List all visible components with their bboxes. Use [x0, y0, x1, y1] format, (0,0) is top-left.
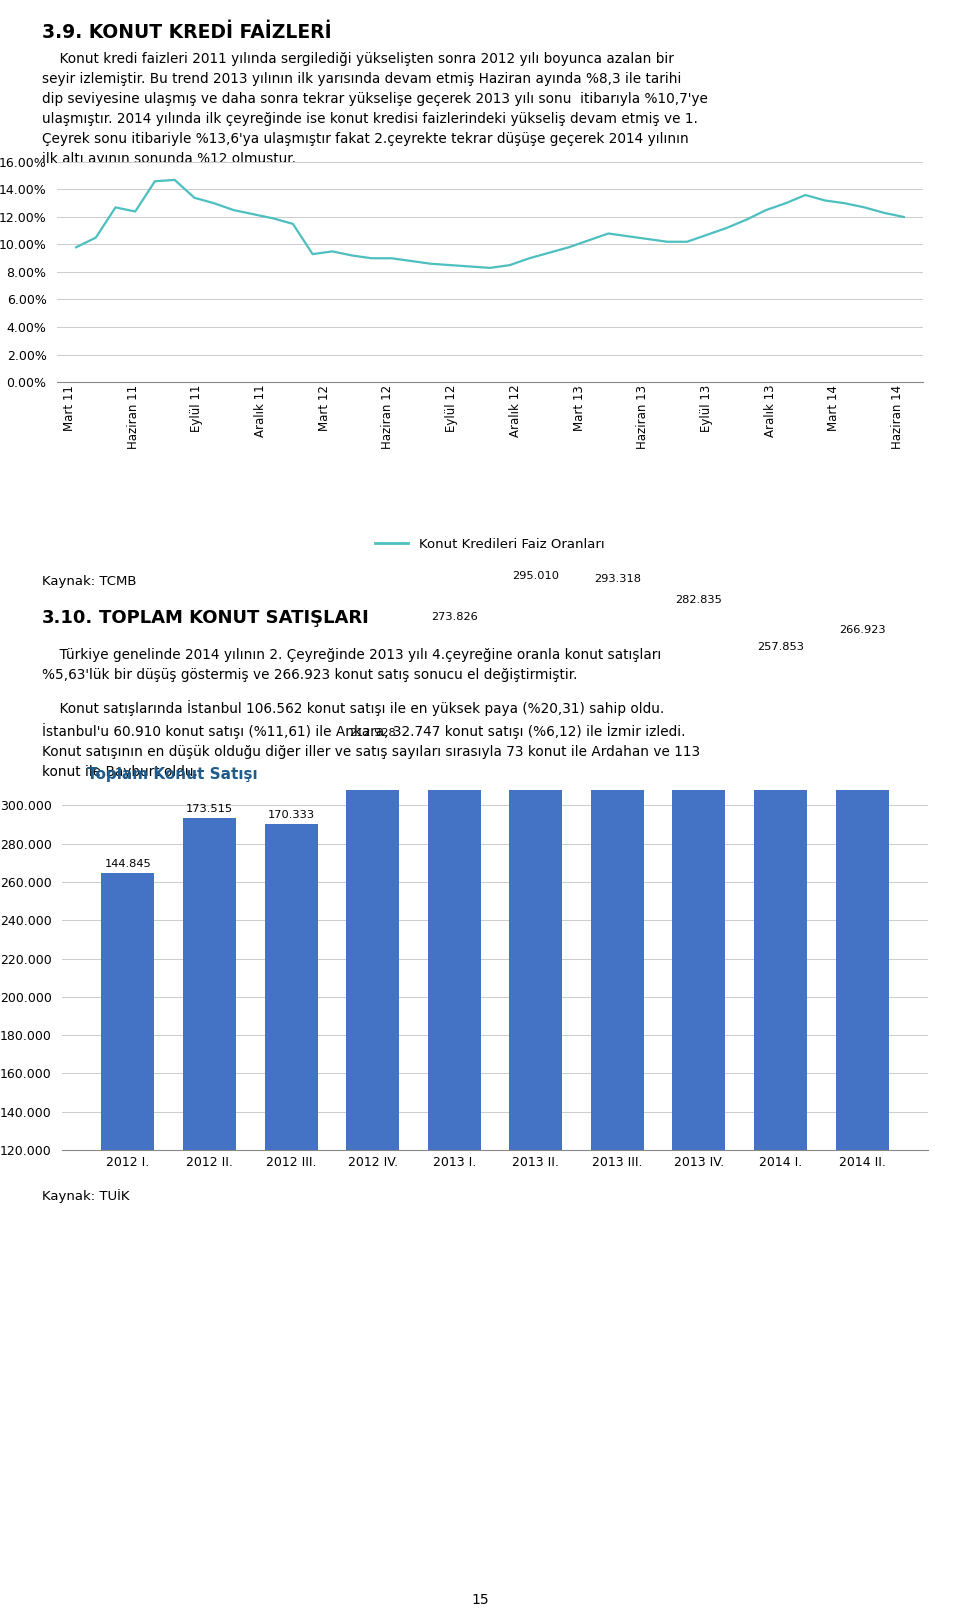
Text: Konut kredi faizleri 2011 yılında sergilediği yükselişten sonra 2012 yılı boyunc: Konut kredi faizleri 2011 yılında sergil… — [42, 52, 708, 167]
Text: Kaynak: TCMB: Kaynak: TCMB — [42, 574, 136, 587]
Bar — [428, 626, 481, 1150]
Text: 144.845: 144.845 — [105, 859, 152, 869]
Text: Türkiye genelinde 2014 yılının 2. Çeyreğinde 2013 yılı 4.çeyreğine oranla konut : Türkiye genelinde 2014 yılının 2. Çeyreğ… — [42, 647, 661, 683]
Text: Kaynak: TUİK: Kaynak: TUİK — [42, 1189, 130, 1204]
Text: Toplam Konut Satışı: Toplam Konut Satışı — [87, 767, 257, 783]
Bar — [183, 817, 236, 1150]
Text: 212.928: 212.928 — [349, 728, 396, 738]
Bar — [347, 743, 399, 1150]
Text: 3.9. KONUT KREDİ FAİZLERİ: 3.9. KONUT KREDİ FAİZLERİ — [42, 23, 331, 42]
Legend: Konut Kredileri Faiz Oranları: Konut Kredileri Faiz Oranları — [371, 532, 610, 557]
Text: 170.333: 170.333 — [268, 811, 315, 820]
Text: 257.853: 257.853 — [757, 642, 804, 652]
Text: 266.923: 266.923 — [839, 625, 885, 634]
Bar — [590, 589, 644, 1150]
Bar — [509, 586, 563, 1150]
Bar — [265, 824, 318, 1150]
Bar — [102, 872, 155, 1150]
Text: Konut satışlarında İstanbul 106.562 konut satışı ile en yüksek paya (%20,31) sah: Konut satışlarında İstanbul 106.562 konu… — [42, 701, 700, 780]
Text: 3.10.: 3.10. — [42, 608, 93, 628]
Text: 173.515: 173.515 — [186, 804, 233, 814]
Bar — [672, 608, 726, 1150]
Text: 273.826: 273.826 — [431, 612, 477, 621]
Text: 15: 15 — [471, 1594, 489, 1608]
Text: 295.010: 295.010 — [513, 571, 560, 581]
Text: TOPLAM KONUT SATIŞLARI: TOPLAM KONUT SATIŞLARI — [99, 608, 369, 628]
Text: 282.835: 282.835 — [676, 594, 722, 605]
Bar — [835, 639, 889, 1150]
Bar — [754, 657, 807, 1150]
Text: 293.318: 293.318 — [594, 574, 641, 584]
